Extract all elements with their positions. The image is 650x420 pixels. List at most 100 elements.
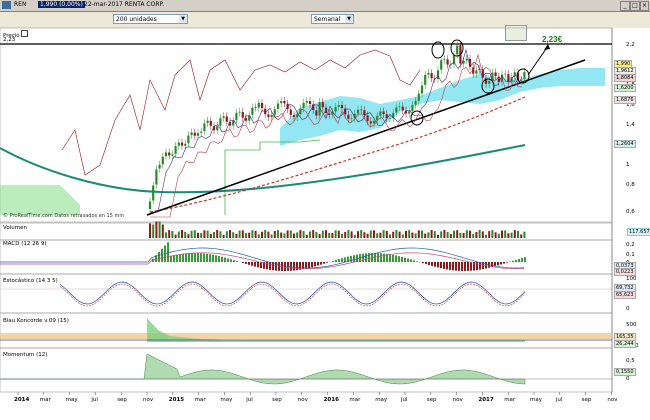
macd-histogram-bar <box>275 262 277 271</box>
macd-histogram-bar <box>350 255 352 262</box>
macd-histogram-bar <box>437 262 439 268</box>
candle-body <box>206 120 209 124</box>
x-tick-label: nov <box>607 397 618 403</box>
candle-body <box>158 164 161 169</box>
volume-bar <box>376 233 379 238</box>
dashed-trend-line <box>149 96 526 213</box>
candle-body <box>315 110 318 116</box>
macd-histogram-bar <box>251 262 253 266</box>
macd-histogram-bar <box>401 256 403 262</box>
macd-histogram-bar <box>395 255 397 262</box>
candle-body <box>340 105 344 109</box>
volume-bar <box>283 233 286 238</box>
candle-body <box>449 64 452 66</box>
x-tick-label: nov <box>452 397 463 403</box>
price-top-value: 2,23 <box>3 37 16 43</box>
candle-body <box>344 108 347 115</box>
macd-histogram-bar <box>254 262 256 267</box>
volume-bar <box>328 232 331 238</box>
candle-body <box>379 111 382 116</box>
macd-histogram-bar <box>443 262 445 269</box>
macd-histogram-bar <box>155 255 157 262</box>
chevron-down-icon[interactable]: ▼ <box>345 15 353 23</box>
volume-bar <box>472 234 475 238</box>
volume-bar <box>469 230 471 238</box>
macd-histogram-bar <box>404 257 406 262</box>
volume-bar <box>315 231 318 238</box>
macd-histogram-bar <box>416 261 418 262</box>
candle-body <box>385 114 388 119</box>
volume-bar <box>465 230 468 238</box>
macd-histogram-bar <box>521 258 523 262</box>
arrow-head-icon <box>544 44 550 50</box>
macd-histogram-bar <box>227 258 229 262</box>
volume-bar <box>491 230 494 238</box>
volume-bar <box>267 231 270 238</box>
candle-body <box>321 102 324 108</box>
macd-histogram-bar <box>200 253 202 262</box>
macd-histogram-bar <box>497 262 499 266</box>
units-select[interactable]: 200 unidades ▼ <box>113 14 188 24</box>
macd-histogram-bar <box>293 262 295 271</box>
volume-value-box: 117.657 <box>627 228 650 236</box>
blau-value-box: 26,244 <box>614 340 636 348</box>
minimize-icon[interactable]: _ <box>620 1 630 11</box>
highlight-circle <box>450 39 464 57</box>
volume-bar <box>261 231 263 238</box>
candle-body <box>356 109 360 114</box>
volume-bar <box>289 230 292 238</box>
candle-body <box>497 76 500 82</box>
volume-bar <box>347 230 350 238</box>
volume-bar <box>357 231 359 238</box>
candle-body <box>366 115 369 122</box>
candle-body <box>318 101 321 116</box>
candle-body <box>417 93 420 101</box>
candle-body <box>196 133 200 136</box>
maximize-icon[interactable] <box>21 30 29 37</box>
volume-bar <box>203 230 206 238</box>
volume-bar <box>321 230 324 238</box>
volume-bar <box>446 231 449 238</box>
candle-body <box>171 154 174 156</box>
candle-body <box>283 101 286 104</box>
volume-bar <box>251 230 254 238</box>
volume-bar <box>379 232 382 238</box>
price-tick-label: 1,6 <box>626 102 635 108</box>
macd-histogram-bar <box>500 262 502 265</box>
price-value-box: 1,6200 <box>614 84 636 92</box>
stoch-panel-label: Estocástico (14 3 5) <box>3 278 58 284</box>
volume-bar <box>337 230 340 238</box>
x-tick-label: nov <box>143 397 154 403</box>
volume-bar <box>481 231 484 238</box>
macd-histogram-bar <box>191 253 193 262</box>
stoch-k-line <box>59 281 526 305</box>
candle-body <box>260 102 264 109</box>
volume-bar <box>213 232 215 238</box>
candle-body <box>222 116 225 118</box>
macd-histogram-bar <box>389 254 391 262</box>
volume-bar <box>507 233 510 238</box>
price-box: 1,990 (0,00%) <box>38 1 85 8</box>
maximize-icon[interactable]: □ <box>630 1 640 11</box>
candle-body <box>164 152 168 157</box>
candle-body <box>382 111 385 114</box>
x-tick-label: may <box>220 397 233 403</box>
price-tick-label: 0,8 <box>626 182 635 188</box>
macd-histogram-bar <box>368 253 370 262</box>
chevron-down-icon[interactable]: ▼ <box>179 15 187 23</box>
candle-body <box>372 120 376 124</box>
volume-bar <box>197 232 199 238</box>
stoch-tick-label: 0 <box>626 306 630 312</box>
volume-bar <box>366 233 369 238</box>
volume-bar <box>417 230 420 238</box>
candle-body <box>216 126 219 131</box>
volume-bar <box>248 232 251 238</box>
volume-bar <box>504 230 507 238</box>
period-select[interactable]: Semanal ▼ <box>311 14 354 24</box>
close-icon[interactable]: × <box>640 1 649 11</box>
volume-bar <box>190 230 193 238</box>
candle-body <box>251 107 254 115</box>
volume-bar <box>456 230 459 238</box>
ichimoku-cloud <box>280 68 605 146</box>
ma-medium-line <box>150 53 523 218</box>
